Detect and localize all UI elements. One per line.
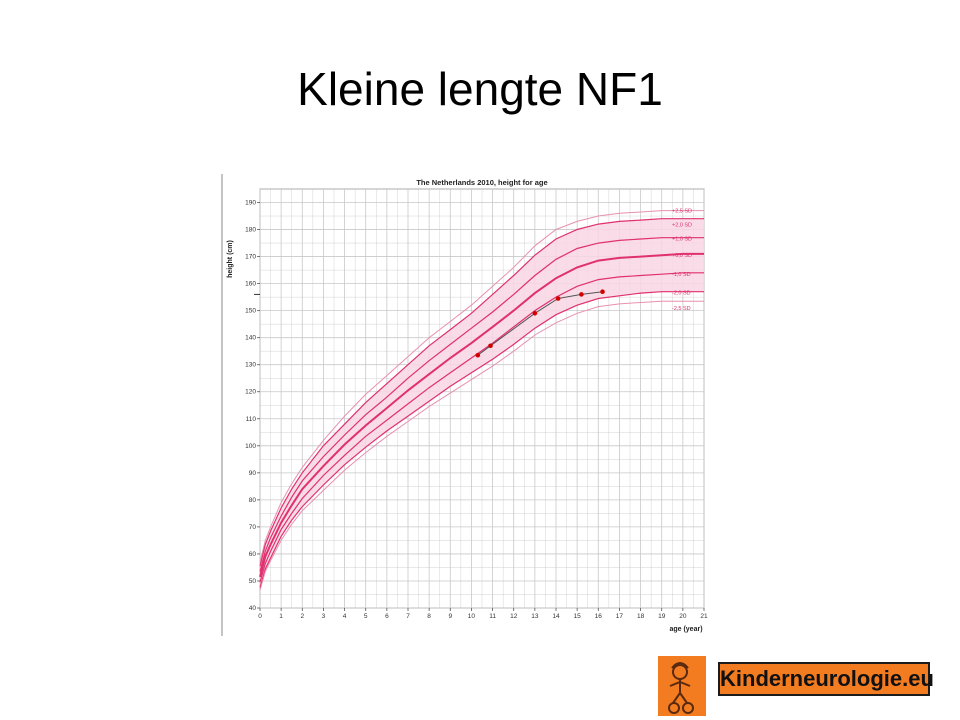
x-tick-label: 18 <box>637 613 645 620</box>
series-label: -2,0 SD <box>672 291 691 297</box>
chart-title: The Netherlands 2010, height for age <box>416 178 547 187</box>
y-tick-label: 140 <box>245 335 256 342</box>
y-tick-label: 190 <box>245 200 256 207</box>
y-tick-label: 40 <box>249 605 257 612</box>
x-tick-label: 19 <box>658 613 666 620</box>
logo[interactable]: Kinderneurologie.eu <box>658 656 934 716</box>
x-tick-label: 10 <box>468 613 476 620</box>
patient-point <box>488 343 493 349</box>
x-tick-label: 5 <box>364 613 368 620</box>
series-label: +2,5 SD <box>672 209 692 215</box>
y-tick-label: 170 <box>245 254 256 261</box>
patient-point <box>532 311 538 316</box>
sd-curve-00sd-plus <box>259 252 704 578</box>
series-label: -2,5 SD <box>672 306 691 312</box>
patient-point <box>555 296 561 301</box>
y-axis-label: height (cm) <box>227 240 234 278</box>
y-tick-label: 150 <box>245 308 256 315</box>
x-tick-label: 8 <box>427 613 431 620</box>
series-label: +2,0 SD <box>672 223 692 229</box>
y-tick-label: 60 <box>249 551 257 558</box>
child-figure-icon <box>658 656 706 716</box>
slide-title: Kleine lengte NF1 <box>297 63 663 115</box>
sd-curve-20sd-plus <box>259 218 704 567</box>
patient-point <box>600 289 605 294</box>
x-tick-label: 14 <box>552 613 560 620</box>
patient-point <box>475 352 481 358</box>
patient-point <box>579 292 584 297</box>
x-axis-label: age (year) <box>669 626 702 633</box>
x-tick-label: 13 <box>531 613 539 620</box>
sd-curve-10sd-plus <box>259 237 704 572</box>
x-tick-label: 1 <box>279 613 283 620</box>
x-tick-label: 15 <box>573 613 581 620</box>
y-tick-label: 160 <box>245 281 256 288</box>
growth-chart: +2,5 SD +2,0 SD +1,0 SD +0,0 SD -1,0 SD -2,0 … <box>221 174 708 636</box>
logo-text: Kinderneurologie.eu <box>718 662 934 696</box>
x-tick-label: 21 <box>700 613 708 620</box>
y-tick-label: 130 <box>245 362 256 369</box>
series-label: -1,0 SD <box>672 272 691 278</box>
y-tick-label: 80 <box>249 497 257 504</box>
y-tick-label: 180 <box>245 227 256 234</box>
x-tick-label: 20 <box>679 613 687 620</box>
x-tick-label: 16 <box>595 613 603 620</box>
y-tick-label: 50 <box>249 578 257 585</box>
x-tick-label: 3 <box>322 613 326 620</box>
x-tick-label: 0 <box>258 613 262 620</box>
sd-curve-10sd-minus <box>259 272 704 583</box>
x-tick-label: 12 <box>510 613 518 620</box>
x-tick-label: 17 <box>616 613 624 620</box>
x-tick-label: 7 <box>406 613 410 620</box>
series-label: +0,0 SD <box>672 253 692 259</box>
y-tick-label: 100 <box>245 443 256 450</box>
x-tick-label: 4 <box>343 613 347 620</box>
x-tick-label: 2 <box>300 613 304 620</box>
patient-line <box>477 291 603 356</box>
x-tick-label: 9 <box>448 613 452 620</box>
sd-curve-25sd-plus <box>259 210 704 563</box>
y-tick-label: 70 <box>249 524 257 531</box>
sd-curve-25sd-minus <box>259 300 704 591</box>
x-tick-label: 6 <box>385 613 389 620</box>
y-tick-label: 120 <box>245 389 256 396</box>
series-label: +1,0 SD <box>672 237 692 243</box>
y-tick-label: 90 <box>249 470 257 477</box>
x-tick-label: 11 <box>489 613 496 620</box>
sd-curve-20sd-minus <box>259 291 704 588</box>
y-tick-label: 110 <box>246 416 257 423</box>
